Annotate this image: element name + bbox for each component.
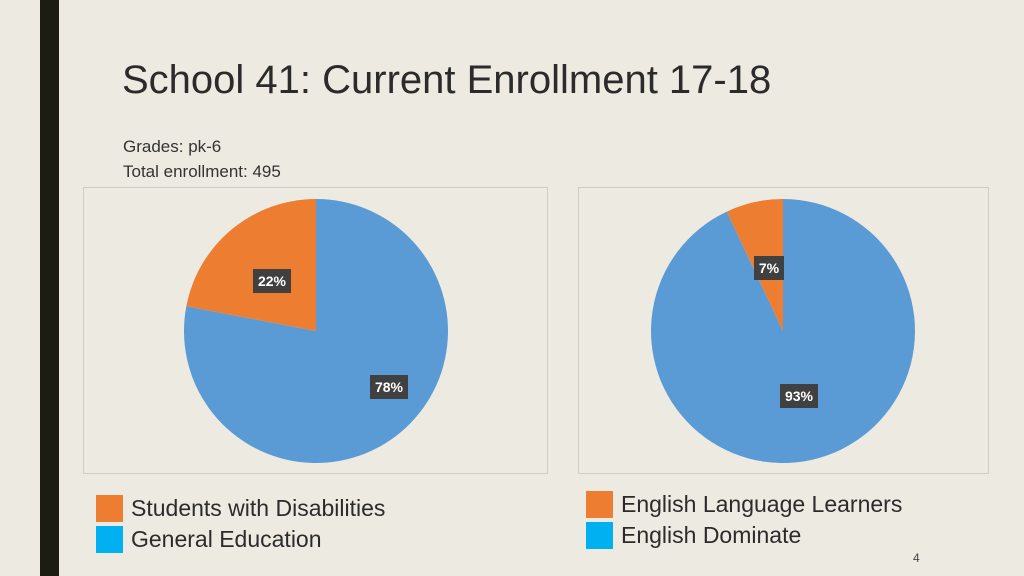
data-label-93pct: 93% (780, 384, 818, 408)
legend-swatch-orange (586, 491, 613, 518)
legend-label: General Education (131, 526, 322, 552)
data-label-text: 93% (785, 388, 814, 404)
data-label-78pct: 78% (370, 375, 408, 399)
legend-swatch-blue (586, 522, 613, 549)
legend-item-english-dominate: English Dominate (586, 520, 902, 551)
legend-label: English Language Learners (621, 491, 903, 517)
ell-legend: English Language Learners English Domina… (586, 489, 902, 551)
data-label-7pct: 7% (754, 256, 784, 280)
slide-title: School 41: Current Enrollment 17-18 (122, 58, 772, 102)
total-enrollment-text: Total enrollment: 495 (123, 162, 281, 181)
page-number: 4 (913, 551, 920, 565)
disabilities-pie-chart: 22% 78% (184, 199, 448, 463)
legend-label: English Dominate (621, 522, 802, 548)
data-label-text: 78% (375, 379, 404, 395)
legend-swatch-orange (96, 495, 123, 522)
slice-disabilities (186, 199, 316, 331)
disabilities-chart-panel: 22% 78% (83, 187, 548, 474)
legend-label: Students with Disabilities (131, 495, 386, 521)
accent-bar (40, 0, 59, 576)
grades-text: Grades: pk-6 (123, 137, 222, 156)
legend-item-general-education: General Education (96, 524, 385, 555)
legend-swatch-blue (96, 526, 123, 553)
data-label-text: 7% (759, 260, 780, 276)
ell-pie-chart: 7% 93% (651, 199, 915, 463)
data-label-text: 22% (258, 273, 287, 289)
ell-chart-panel: 7% 93% (578, 187, 989, 474)
legend-item-disabilities: Students with Disabilities (96, 493, 385, 524)
data-label-22pct: 22% (253, 269, 291, 293)
disabilities-legend: Students with Disabilities General Educa… (96, 493, 385, 555)
legend-item-ell: English Language Learners (586, 489, 902, 520)
